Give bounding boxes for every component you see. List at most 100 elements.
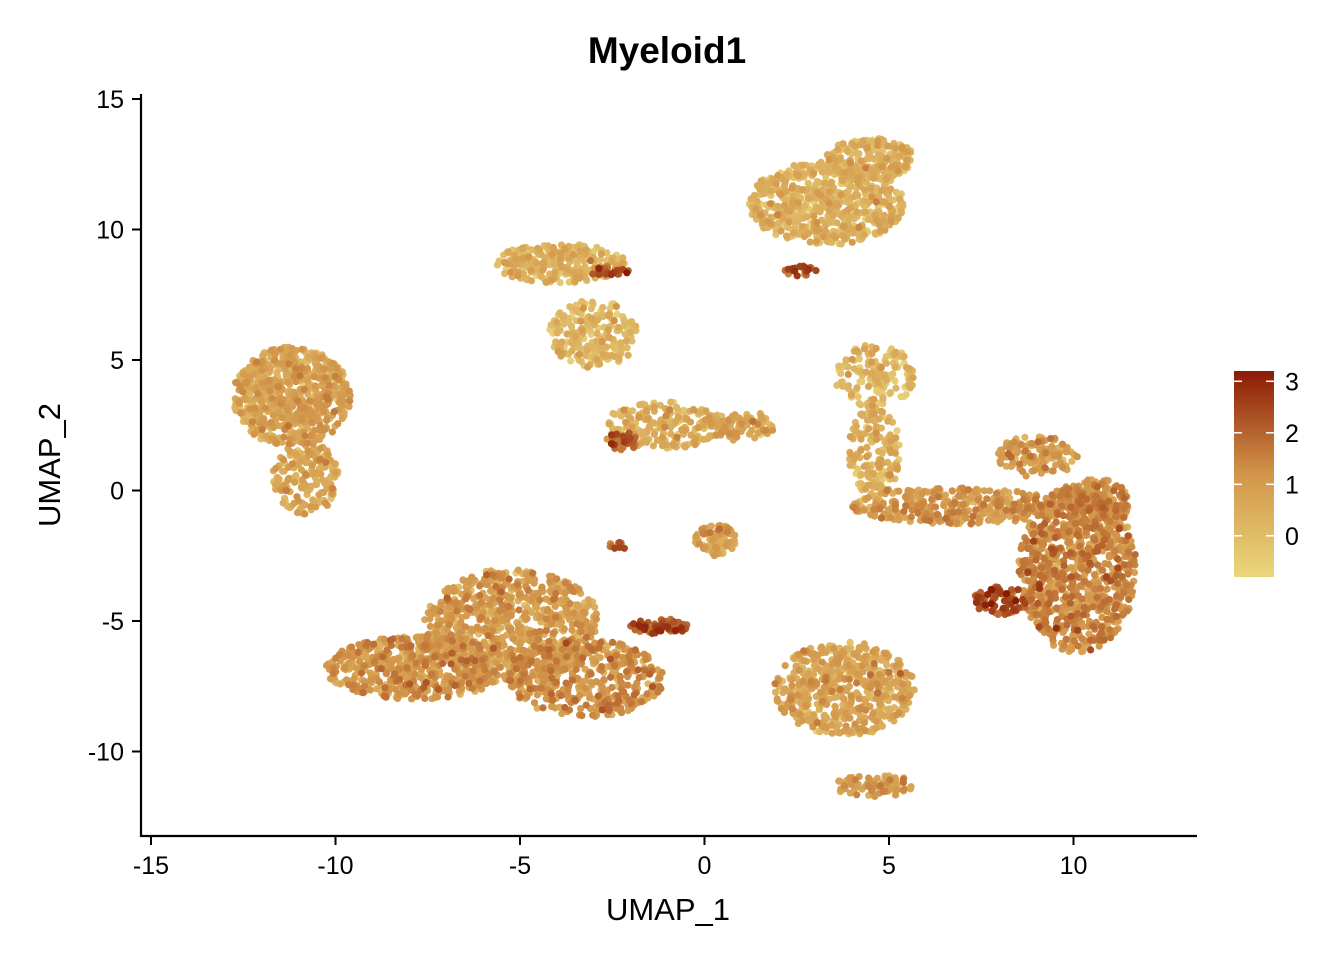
data-point <box>575 253 583 261</box>
data-point <box>877 471 885 479</box>
data-point <box>373 685 381 693</box>
data-point <box>674 413 682 422</box>
data-point <box>571 332 579 340</box>
data-point <box>902 163 910 171</box>
data-point <box>605 333 613 341</box>
data-point <box>804 194 812 202</box>
data-point <box>573 306 581 314</box>
data-point <box>826 180 834 188</box>
data-point <box>292 450 300 459</box>
data-point <box>632 322 640 330</box>
data-point <box>863 443 871 451</box>
data-point <box>820 233 828 241</box>
data-point <box>519 270 528 278</box>
data-point <box>800 202 809 210</box>
data-point <box>825 188 834 196</box>
data-point <box>842 686 851 695</box>
data-point <box>816 179 824 187</box>
data-point <box>857 446 865 454</box>
data-point <box>645 423 653 431</box>
data-point <box>501 270 509 278</box>
data-point <box>886 431 894 439</box>
data-point <box>835 362 843 370</box>
data-point <box>892 693 900 701</box>
data-point <box>843 147 851 155</box>
data-point <box>850 365 859 373</box>
data-points <box>231 135 1139 801</box>
data-point <box>887 217 895 225</box>
data-point <box>862 368 870 376</box>
data-point <box>624 351 632 359</box>
data-point <box>756 185 764 193</box>
data-point <box>884 705 892 714</box>
data-point <box>865 425 873 433</box>
data-point <box>799 161 807 169</box>
data-point <box>561 244 569 252</box>
data-point <box>553 318 561 326</box>
data-point <box>604 642 612 650</box>
data-point <box>307 503 315 511</box>
data-point <box>667 430 675 438</box>
data-point <box>504 248 512 256</box>
data-point <box>658 442 667 450</box>
data-point <box>857 435 865 443</box>
data-point <box>891 363 899 371</box>
data-point <box>575 274 584 282</box>
data-point <box>860 462 868 471</box>
data-point <box>619 254 627 262</box>
data-point <box>841 168 850 177</box>
data-point <box>723 542 731 550</box>
data-point <box>892 348 900 356</box>
data-point <box>578 298 586 306</box>
data-point <box>857 480 865 488</box>
data-point <box>772 179 780 187</box>
data-point <box>878 722 887 730</box>
data-point <box>636 401 644 409</box>
data-point <box>816 728 824 736</box>
data-point <box>533 691 542 699</box>
data-point <box>997 453 1006 461</box>
data-point <box>785 218 793 226</box>
data-point <box>286 447 294 456</box>
data-point <box>462 612 471 620</box>
data-point <box>804 179 812 187</box>
data-point <box>906 384 914 392</box>
data-point <box>771 688 780 696</box>
data-point <box>846 433 855 441</box>
data-point <box>801 695 810 703</box>
data-point <box>861 652 870 660</box>
data-point <box>877 186 886 195</box>
data-point <box>821 221 830 229</box>
data-point <box>598 338 606 346</box>
data-point <box>604 326 612 334</box>
data-point <box>576 247 584 255</box>
data-point <box>798 717 806 725</box>
data-point <box>852 422 860 430</box>
data-point <box>877 482 885 490</box>
data-point <box>534 244 542 252</box>
data-point <box>837 240 845 248</box>
data-point <box>857 410 865 418</box>
data-point <box>605 420 613 428</box>
data-point <box>851 651 859 659</box>
data-point <box>892 384 900 392</box>
data-point <box>897 209 906 217</box>
data-point <box>798 186 806 194</box>
data-point <box>336 680 344 688</box>
data-point <box>892 188 901 196</box>
data-point <box>617 412 625 420</box>
data-point <box>986 487 994 495</box>
data-point <box>818 168 826 176</box>
data-point <box>291 478 299 486</box>
data-point <box>312 469 320 477</box>
data-point <box>843 356 851 364</box>
data-point <box>1068 457 1076 465</box>
data-point <box>846 638 854 647</box>
data-point <box>620 320 629 328</box>
data-point <box>893 465 902 473</box>
data-point <box>536 272 545 280</box>
data-point <box>889 370 897 378</box>
data-point <box>886 445 894 453</box>
data-point <box>812 226 821 234</box>
data-point <box>602 343 610 351</box>
